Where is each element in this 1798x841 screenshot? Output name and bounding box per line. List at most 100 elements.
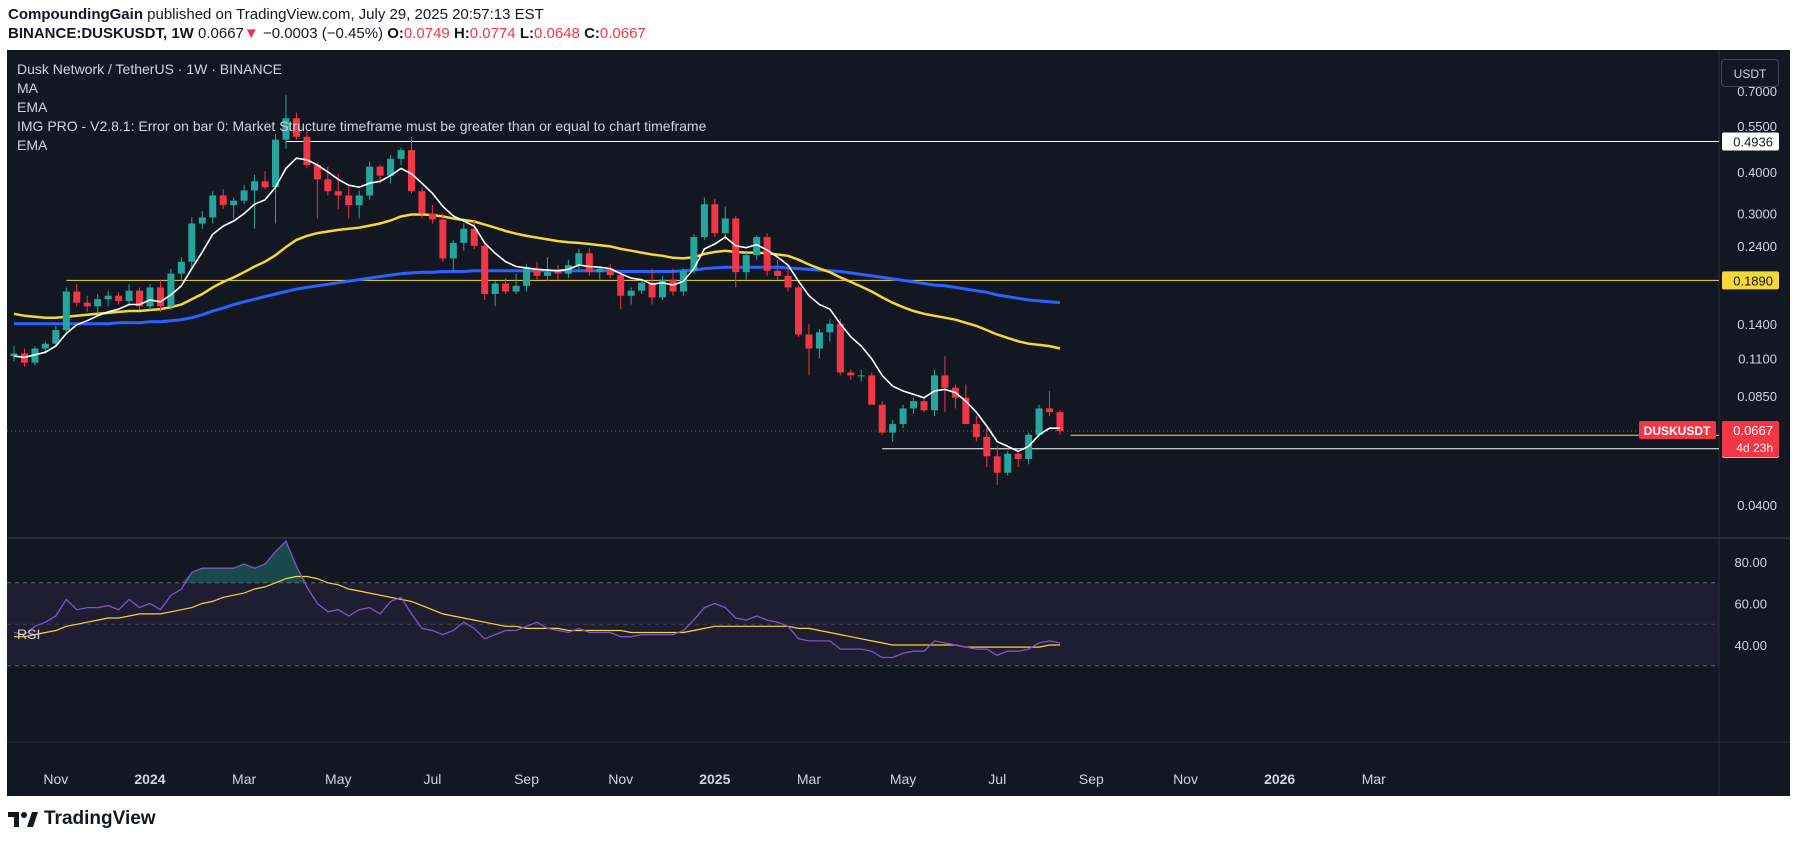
candle-body bbox=[387, 158, 395, 176]
candle-body bbox=[324, 179, 332, 192]
candle-body bbox=[523, 268, 531, 286]
time-tick-label: Mar bbox=[232, 771, 256, 787]
time-tick-label: Nov bbox=[608, 771, 633, 787]
time-tick-label: May bbox=[325, 771, 351, 787]
candle-body bbox=[418, 191, 426, 214]
symbol-label: BINANCE:DUSKUSDT, 1W bbox=[8, 25, 194, 42]
candle-body bbox=[575, 253, 583, 266]
chart-canvas[interactable]: 0.7000 0.5500 0.4000 0.3000 0.2400 0.1400 0.11… bbox=[7, 50, 1790, 796]
candle-body bbox=[397, 150, 405, 159]
candle-body bbox=[690, 237, 698, 271]
price-tick-label: 0.0400 bbox=[1737, 498, 1777, 513]
time-tick-label: Jul bbox=[988, 771, 1006, 787]
close-label: C: bbox=[584, 25, 600, 42]
candle-body bbox=[533, 268, 541, 276]
rsi-tick-label: 40.00 bbox=[1734, 638, 1767, 653]
price-tick-label: 0.1400 bbox=[1737, 317, 1777, 332]
level-label-box bbox=[1722, 132, 1779, 151]
author-name[interactable]: CompoundingGain bbox=[8, 6, 143, 23]
publish-line: CompoundingGain published on TradingView… bbox=[8, 5, 646, 24]
tradingview-brand: TradingView bbox=[44, 808, 156, 829]
candle-body bbox=[920, 401, 928, 411]
tradingview-logo-icon bbox=[8, 812, 38, 827]
tradingview-logo[interactable]: TradingView bbox=[8, 808, 156, 830]
candle-body bbox=[407, 150, 415, 192]
candle-body bbox=[460, 228, 468, 243]
candle-body bbox=[303, 136, 311, 165]
time-tick-label: 2024 bbox=[134, 771, 165, 787]
price-tick-label: 0.0850 bbox=[1737, 389, 1777, 404]
rsi-line bbox=[13, 540, 1061, 659]
candle-body bbox=[554, 272, 562, 274]
candle-body bbox=[177, 261, 185, 274]
candle-body bbox=[1035, 408, 1043, 435]
candle-body bbox=[240, 190, 248, 201]
candle-body bbox=[83, 302, 91, 307]
time-tick-label: Jul bbox=[423, 771, 441, 787]
legend-ma[interactable]: MA bbox=[17, 80, 38, 96]
candle-body bbox=[125, 290, 133, 301]
low-label: L: bbox=[519, 25, 534, 42]
legend-ema-2[interactable]: EMA bbox=[17, 137, 48, 153]
countdown-text: 4d 23h bbox=[1736, 441, 1773, 455]
candle-body bbox=[836, 323, 844, 373]
level-label-text: 0.1890 bbox=[1733, 273, 1773, 288]
legend-img-pro[interactable]: IMG PRO - V2.8.1: Error on bar 0: Market… bbox=[17, 118, 707, 134]
candle-body bbox=[617, 275, 625, 296]
close-value: 0.0667 bbox=[599, 25, 646, 42]
candle-body bbox=[638, 282, 646, 291]
legend-ema[interactable]: EMA bbox=[17, 99, 48, 115]
candle-body bbox=[543, 272, 551, 276]
candle-body bbox=[146, 287, 154, 307]
candle-body bbox=[156, 287, 164, 307]
rsi-tick-label: 60.00 bbox=[1734, 597, 1767, 612]
candle-body bbox=[355, 195, 363, 206]
time-tick-label: Mar bbox=[797, 771, 821, 787]
down-arrow-icon: ▼ bbox=[243, 25, 259, 42]
price-tick-label: 0.7000 bbox=[1737, 84, 1777, 99]
candle-body bbox=[941, 375, 949, 388]
symbol-tag-box bbox=[1639, 421, 1716, 440]
candle-body bbox=[251, 181, 259, 191]
price-tick-label: 0.3000 bbox=[1737, 207, 1777, 222]
candle-body bbox=[899, 408, 907, 425]
candle-body bbox=[1004, 453, 1012, 473]
ema-yellow-line bbox=[13, 213, 1061, 350]
open-label: O: bbox=[387, 25, 404, 42]
candles-group bbox=[10, 95, 1064, 485]
candle-body bbox=[502, 283, 510, 292]
high-value: 0.0774 bbox=[469, 25, 516, 42]
price-tick-label: 0.2400 bbox=[1737, 239, 1777, 254]
candle-body bbox=[428, 213, 436, 220]
candle-body bbox=[366, 166, 374, 196]
candle-body bbox=[313, 164, 321, 180]
candle-body bbox=[272, 139, 279, 188]
ema-fast-line bbox=[13, 157, 1060, 453]
candle-body bbox=[104, 295, 112, 300]
candle-body bbox=[659, 279, 667, 298]
candle-body bbox=[10, 353, 18, 357]
candle-body bbox=[334, 191, 342, 196]
last-price: 0.0667 bbox=[198, 25, 244, 42]
low-value: 0.0648 bbox=[534, 25, 580, 42]
candle-body bbox=[753, 237, 761, 256]
candle-body bbox=[1014, 453, 1022, 459]
currency-button[interactable]: USDT bbox=[1721, 59, 1779, 87]
candle-body bbox=[721, 218, 729, 234]
candle-body bbox=[983, 437, 991, 457]
time-tick-label: May bbox=[890, 771, 916, 787]
candle-body bbox=[481, 245, 489, 295]
candle-body bbox=[868, 375, 876, 405]
candle-body bbox=[449, 242, 457, 259]
time-tick-label: Mar bbox=[1362, 771, 1386, 787]
chart-area[interactable]: 0.7000 0.5500 0.4000 0.3000 0.2400 0.1400 0.11… bbox=[7, 50, 1790, 796]
symbol-tag-text: DUSKUSDT bbox=[1644, 424, 1711, 438]
candle-body bbox=[1046, 408, 1054, 413]
time-tick-label: 2025 bbox=[699, 771, 730, 787]
candle-body bbox=[209, 195, 217, 218]
publish-info: published on TradingView.com, July 29, 2… bbox=[147, 6, 544, 23]
rsi-pane-label[interactable]: RSI bbox=[17, 626, 41, 642]
candle-body bbox=[972, 424, 980, 438]
candle-body bbox=[795, 287, 802, 335]
candle-body bbox=[439, 219, 447, 259]
